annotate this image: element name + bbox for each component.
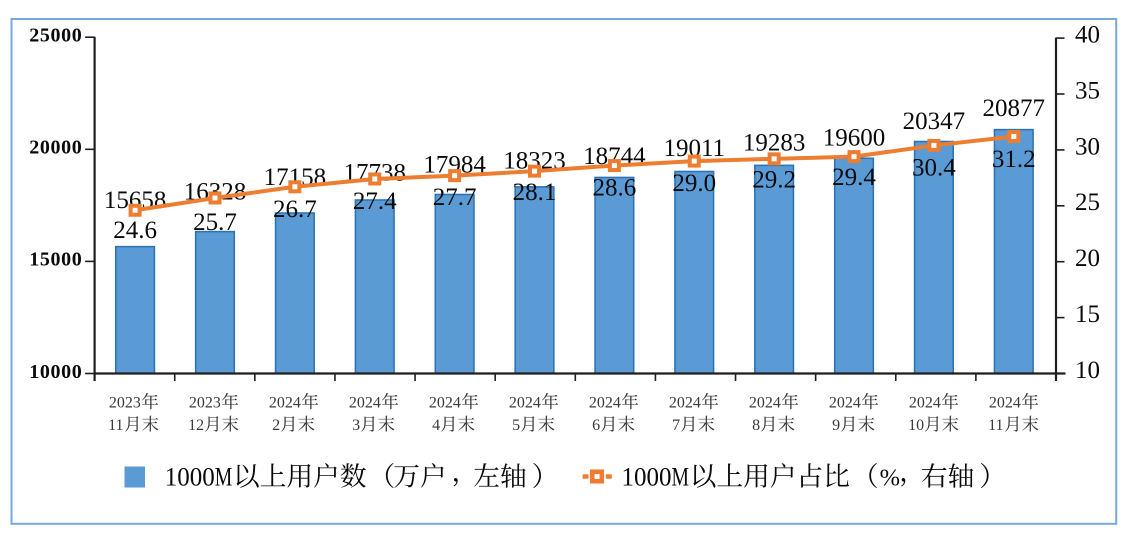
svg-text:2024: 2024 bbox=[589, 394, 621, 411]
svg-text:28.1: 28.1 bbox=[513, 179, 557, 206]
svg-text:25: 25 bbox=[1075, 189, 1100, 216]
svg-text:7: 7 bbox=[672, 417, 680, 434]
svg-text:11: 11 bbox=[108, 417, 123, 434]
svg-text:2024: 2024 bbox=[909, 394, 941, 411]
svg-text:26.7: 26.7 bbox=[273, 196, 317, 223]
svg-text:29.0: 29.0 bbox=[672, 170, 716, 197]
svg-text:2024: 2024 bbox=[509, 394, 541, 411]
svg-text:20000: 20000 bbox=[29, 137, 82, 159]
svg-text:3: 3 bbox=[352, 417, 360, 434]
svg-text:30.4: 30.4 bbox=[912, 155, 956, 182]
svg-text:11: 11 bbox=[988, 417, 1003, 434]
svg-text:2024: 2024 bbox=[349, 394, 381, 411]
svg-text:10: 10 bbox=[1075, 357, 1100, 384]
svg-text:35: 35 bbox=[1075, 77, 1100, 104]
svg-text:12: 12 bbox=[188, 417, 204, 434]
svg-text:5: 5 bbox=[512, 417, 520, 434]
svg-text:2023: 2023 bbox=[109, 394, 141, 411]
svg-text:20877: 20877 bbox=[983, 95, 1046, 122]
svg-text:10: 10 bbox=[908, 417, 924, 434]
svg-text:4: 4 bbox=[432, 417, 440, 434]
svg-text:30: 30 bbox=[1075, 133, 1100, 160]
svg-text:19600: 19600 bbox=[823, 124, 886, 151]
svg-text:8: 8 bbox=[752, 417, 760, 434]
svg-text:15000: 15000 bbox=[29, 249, 82, 271]
svg-text:1000: 1000 bbox=[622, 462, 672, 492]
svg-text:40: 40 bbox=[1075, 22, 1100, 49]
svg-text:10000: 10000 bbox=[29, 361, 82, 383]
svg-text:20347: 20347 bbox=[903, 108, 966, 135]
svg-text:31.2: 31.2 bbox=[992, 146, 1036, 173]
svg-text:2024: 2024 bbox=[429, 394, 461, 411]
svg-text:29.4: 29.4 bbox=[832, 164, 876, 191]
svg-text:28.6: 28.6 bbox=[593, 175, 637, 202]
svg-text:2023: 2023 bbox=[189, 394, 221, 411]
svg-text:2024: 2024 bbox=[669, 394, 701, 411]
svg-text:2024: 2024 bbox=[989, 394, 1021, 411]
svg-text:%: % bbox=[880, 465, 900, 492]
svg-text:2024: 2024 bbox=[829, 394, 861, 411]
svg-text:27.4: 27.4 bbox=[353, 188, 397, 215]
svg-text:15: 15 bbox=[1075, 301, 1100, 328]
svg-text:29.2: 29.2 bbox=[752, 166, 796, 193]
svg-text:2024: 2024 bbox=[269, 394, 301, 411]
svg-text:M: M bbox=[215, 462, 233, 492]
svg-text:27.7: 27.7 bbox=[433, 184, 477, 211]
svg-text:24.6: 24.6 bbox=[113, 217, 157, 244]
svg-text:19283: 19283 bbox=[743, 130, 806, 157]
svg-text:25.7: 25.7 bbox=[193, 209, 237, 236]
svg-text:M: M bbox=[672, 462, 690, 492]
svg-text:20: 20 bbox=[1075, 245, 1100, 272]
svg-text:1000: 1000 bbox=[165, 462, 215, 492]
svg-text:25000: 25000 bbox=[29, 25, 82, 47]
svg-text:9: 9 bbox=[832, 417, 840, 434]
svg-text:2024: 2024 bbox=[749, 394, 781, 411]
svg-text:2: 2 bbox=[272, 417, 280, 434]
svg-text:6: 6 bbox=[592, 417, 600, 434]
